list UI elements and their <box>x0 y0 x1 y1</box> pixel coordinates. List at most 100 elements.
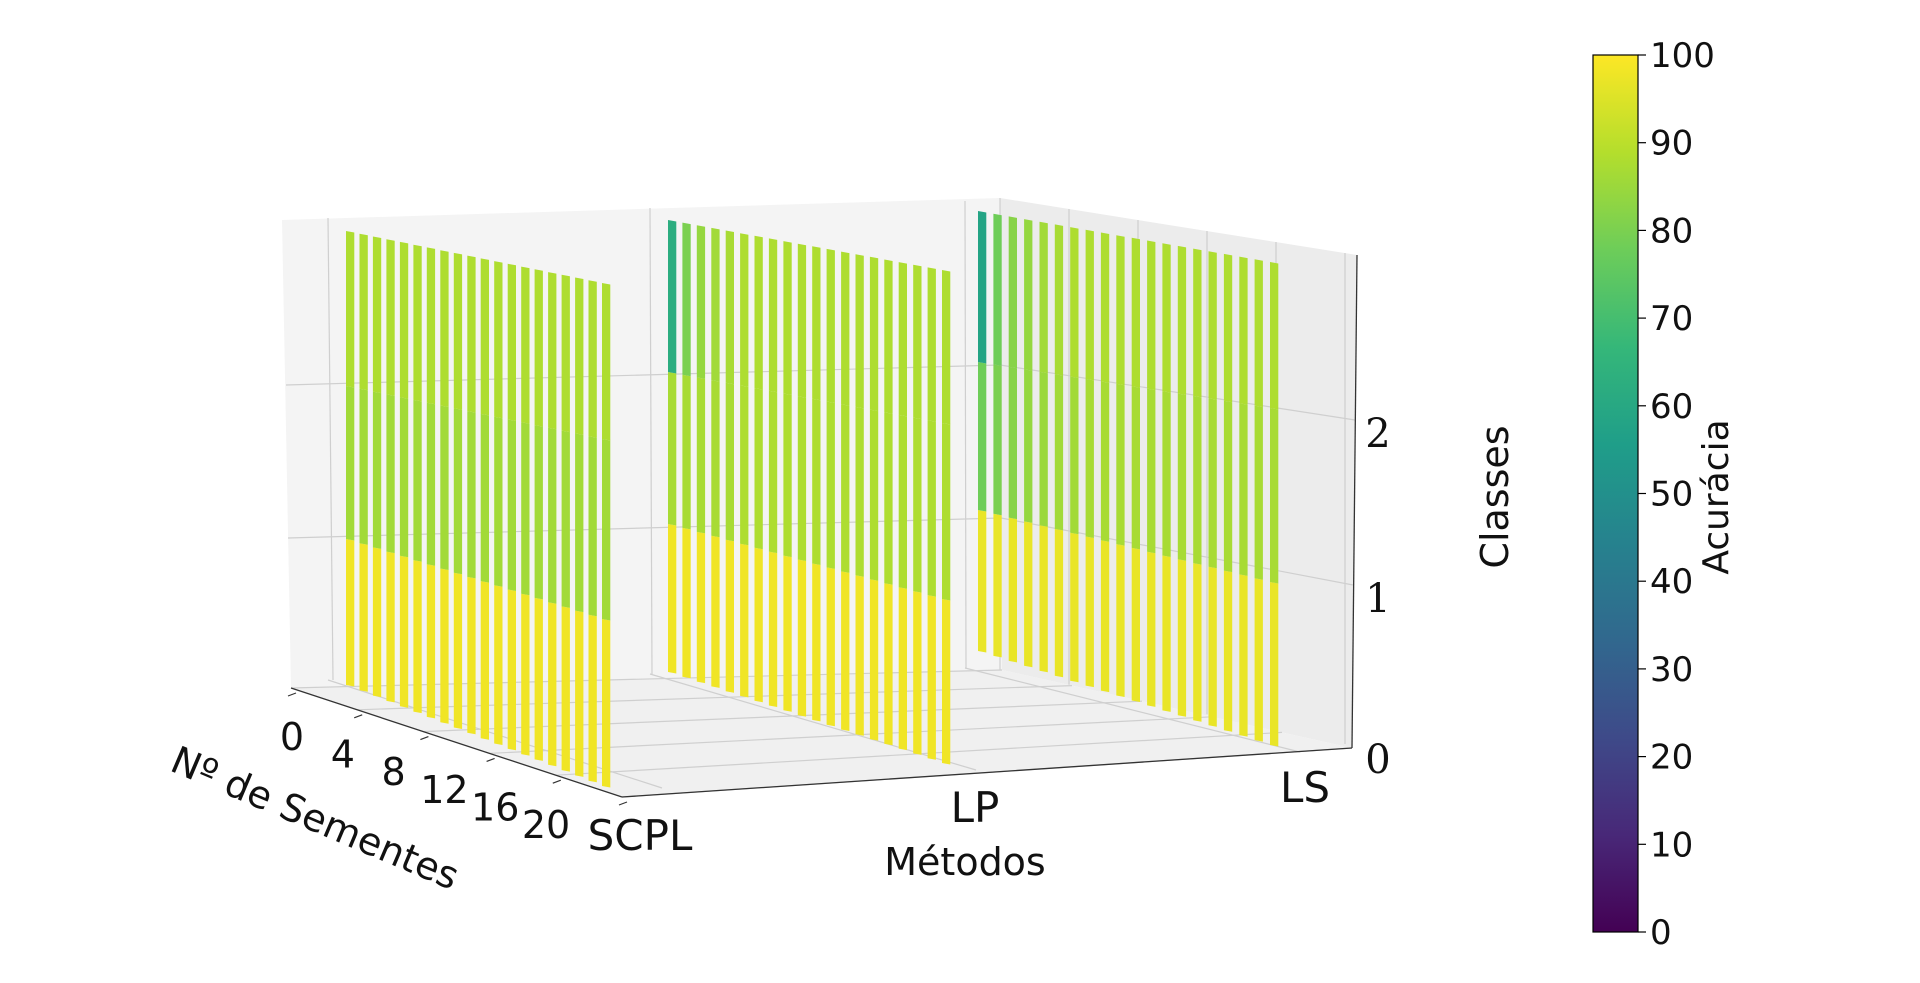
bar-segment-LS-seed6-class0 <box>1070 532 1079 683</box>
bar-segment-LP-seed0-class1 <box>668 372 677 526</box>
bar-segment-LP-seed3-class0 <box>711 535 720 688</box>
bar-segment-LS-seed9-class2 <box>1116 235 1125 386</box>
bar-segment-LS-seed18-class0 <box>1254 578 1263 742</box>
grid-line <box>964 667 1301 753</box>
bar-segment-SCPL-seed5-class2 <box>413 244 422 402</box>
bar-segment-LS-seed10-class0 <box>1131 547 1140 702</box>
bar-segment-SCPL-seed13-class0 <box>521 593 530 756</box>
bar-segment-LP-seed17-class2 <box>913 264 922 420</box>
grid-line <box>290 669 1003 689</box>
colorbar-tick-80: 80 <box>1650 211 1693 251</box>
grid-line <box>423 700 1143 733</box>
bar-segment-LP-seed8-class1 <box>783 393 792 558</box>
bar-segment-SCPL-seed12-class1 <box>507 419 516 591</box>
bar-segment-SCPL-seed19-class0 <box>602 619 611 788</box>
y-tick-mark <box>420 736 429 741</box>
bar-segment-SCPL-seed10-class1 <box>480 413 489 583</box>
bar-segment-LS-seed12-class2 <box>1162 243 1171 393</box>
bar-segment-SCPL-seed3-class1 <box>386 394 395 554</box>
bar-segment-SCPL-seed15-class2 <box>548 272 557 430</box>
bar-segment-SCPL-seed2-class2 <box>372 236 382 394</box>
bar-segment-LS-seed3-class2 <box>1024 219 1033 371</box>
bar-segment-LS-seed13-class2 <box>1177 245 1187 395</box>
bar-segment-LS-seed18-class2 <box>1254 259 1263 408</box>
bar-segment-LP-seed15-class1 <box>884 412 893 585</box>
y-tick-mark <box>618 801 628 806</box>
bar-segment-SCPL-seed16-class2 <box>561 274 570 433</box>
bar-segment-SCPL-seed5-class0 <box>413 560 422 714</box>
bar-segment-SCPL-seed15-class0 <box>548 602 557 767</box>
bar-segment-LP-seed16-class2 <box>898 262 907 417</box>
bar-segment-SCPL-seed6-class1 <box>426 402 436 566</box>
bar-segment-SCPL-seed3-class0 <box>386 551 395 703</box>
z-axis-label: Classes <box>1473 425 1517 568</box>
colorbar-tick-40: 40 <box>1650 562 1693 602</box>
bar-segment-LP-seed2-class1 <box>696 377 706 534</box>
bar-segment-LP-seed6-class0 <box>754 547 763 703</box>
bar-segment-LS-seed6-class2 <box>1070 227 1079 378</box>
bar-segment-SCPL-seed11-class0 <box>494 585 503 745</box>
colorbar-tick-0: 0 <box>1650 913 1672 953</box>
bar-segment-LS-seed17-class1 <box>1239 403 1248 576</box>
bar-segment-LP-seed15-class2 <box>884 259 893 414</box>
y-tick-mark <box>552 779 562 784</box>
bar-segment-LS-seed13-class0 <box>1177 559 1187 717</box>
bar-segment-LS-seed1-class0 <box>993 513 1002 658</box>
bar-segment-LS-seed8-class0 <box>1100 540 1110 693</box>
bar-segment-LP-seed10-class0 <box>812 563 821 722</box>
bar-segment-LP-seed16-class1 <box>898 414 907 589</box>
bar-segment-SCPL-seed11-class2 <box>494 261 503 419</box>
bar-segment-LP-seed12-class0 <box>841 571 850 731</box>
bar-segment-LS-seed17-class0 <box>1239 574 1248 737</box>
bar-segment-SCPL-seed14-class1 <box>534 425 543 600</box>
bar-segment-LS-seed11-class2 <box>1147 240 1156 391</box>
bar-segment-SCPL-seed14-class2 <box>534 269 543 427</box>
x-tick-LS: LS <box>1280 763 1330 812</box>
bar-segment-LP-seed18-class1 <box>927 420 936 597</box>
bar-segment-LS-seed2-class0 <box>1008 517 1017 663</box>
bar-segment-LS-seed3-class0 <box>1024 521 1033 668</box>
bar-segment-LS-seed15-class2 <box>1208 251 1217 400</box>
y-tick-16: 16 <box>471 785 519 829</box>
bar-segment-LP-seed13-class0 <box>855 575 864 736</box>
colorbar-tick-30: 30 <box>1650 650 1693 690</box>
bar-segment-LS-seed2-class1 <box>1008 366 1017 520</box>
axis-edge <box>290 687 623 798</box>
bar-segment-LS-seed14-class1 <box>1193 395 1202 565</box>
bar-segment-LS-seed9-class1 <box>1116 383 1125 546</box>
bar-segment-LS-seed11-class1 <box>1147 388 1156 554</box>
bar-segment-SCPL-seed10-class2 <box>480 258 489 416</box>
bar-segment-LS-seed3-class1 <box>1024 369 1033 523</box>
bar-segment-LS-seed5-class2 <box>1054 224 1064 376</box>
bar-segment-SCPL-seed8-class1 <box>453 408 463 575</box>
colorbar-tick-90: 90 <box>1650 124 1693 164</box>
bar-segment-SCPL-seed1-class1 <box>359 388 368 545</box>
bar-segment-LS-seed16-class2 <box>1223 253 1233 403</box>
bar-segment-LS-seed13-class1 <box>1177 393 1187 561</box>
bar-segment-SCPL-seed18-class0 <box>588 614 597 783</box>
bar-segment-SCPL-seed16-class1 <box>561 430 570 608</box>
y-tick-mark <box>353 714 363 719</box>
bar-segment-LP-seed1-class0 <box>682 527 691 679</box>
z-tick-0: 0 <box>1365 737 1390 783</box>
colorbar-tick-60: 60 <box>1650 387 1693 427</box>
y-axis-label: Nº de Sementes <box>165 738 466 899</box>
bar-segment-LP-seed13-class1 <box>855 406 864 577</box>
bar-segment-LS-seed7-class0 <box>1085 536 1094 688</box>
bar-segment-LS-seed4-class0 <box>1039 525 1048 673</box>
bar-segment-SCPL-seed0-class2 <box>346 231 355 388</box>
bar-segment-SCPL-seed8-class0 <box>453 572 463 729</box>
bar-segment-LS-seed0-class1 <box>978 362 987 512</box>
bar-segment-SCPL-seed5-class1 <box>413 399 422 562</box>
colorbar-tick-50: 50 <box>1650 475 1693 515</box>
x-axis-label: Métodos <box>884 840 1045 884</box>
bar-segment-LP-seed13-class2 <box>855 254 864 409</box>
bar-segment-LP-seed5-class2 <box>740 233 749 387</box>
bar-segment-LP-seed15-class0 <box>884 583 893 746</box>
y-tick-0: 0 <box>280 715 304 759</box>
bar-segment-LS-seed0-class2 <box>978 211 987 364</box>
bar-segment-SCPL-seed9-class0 <box>467 576 476 735</box>
bar-segment-LP-seed1-class2 <box>682 222 691 377</box>
bar-segment-LP-seed5-class1 <box>740 385 749 546</box>
